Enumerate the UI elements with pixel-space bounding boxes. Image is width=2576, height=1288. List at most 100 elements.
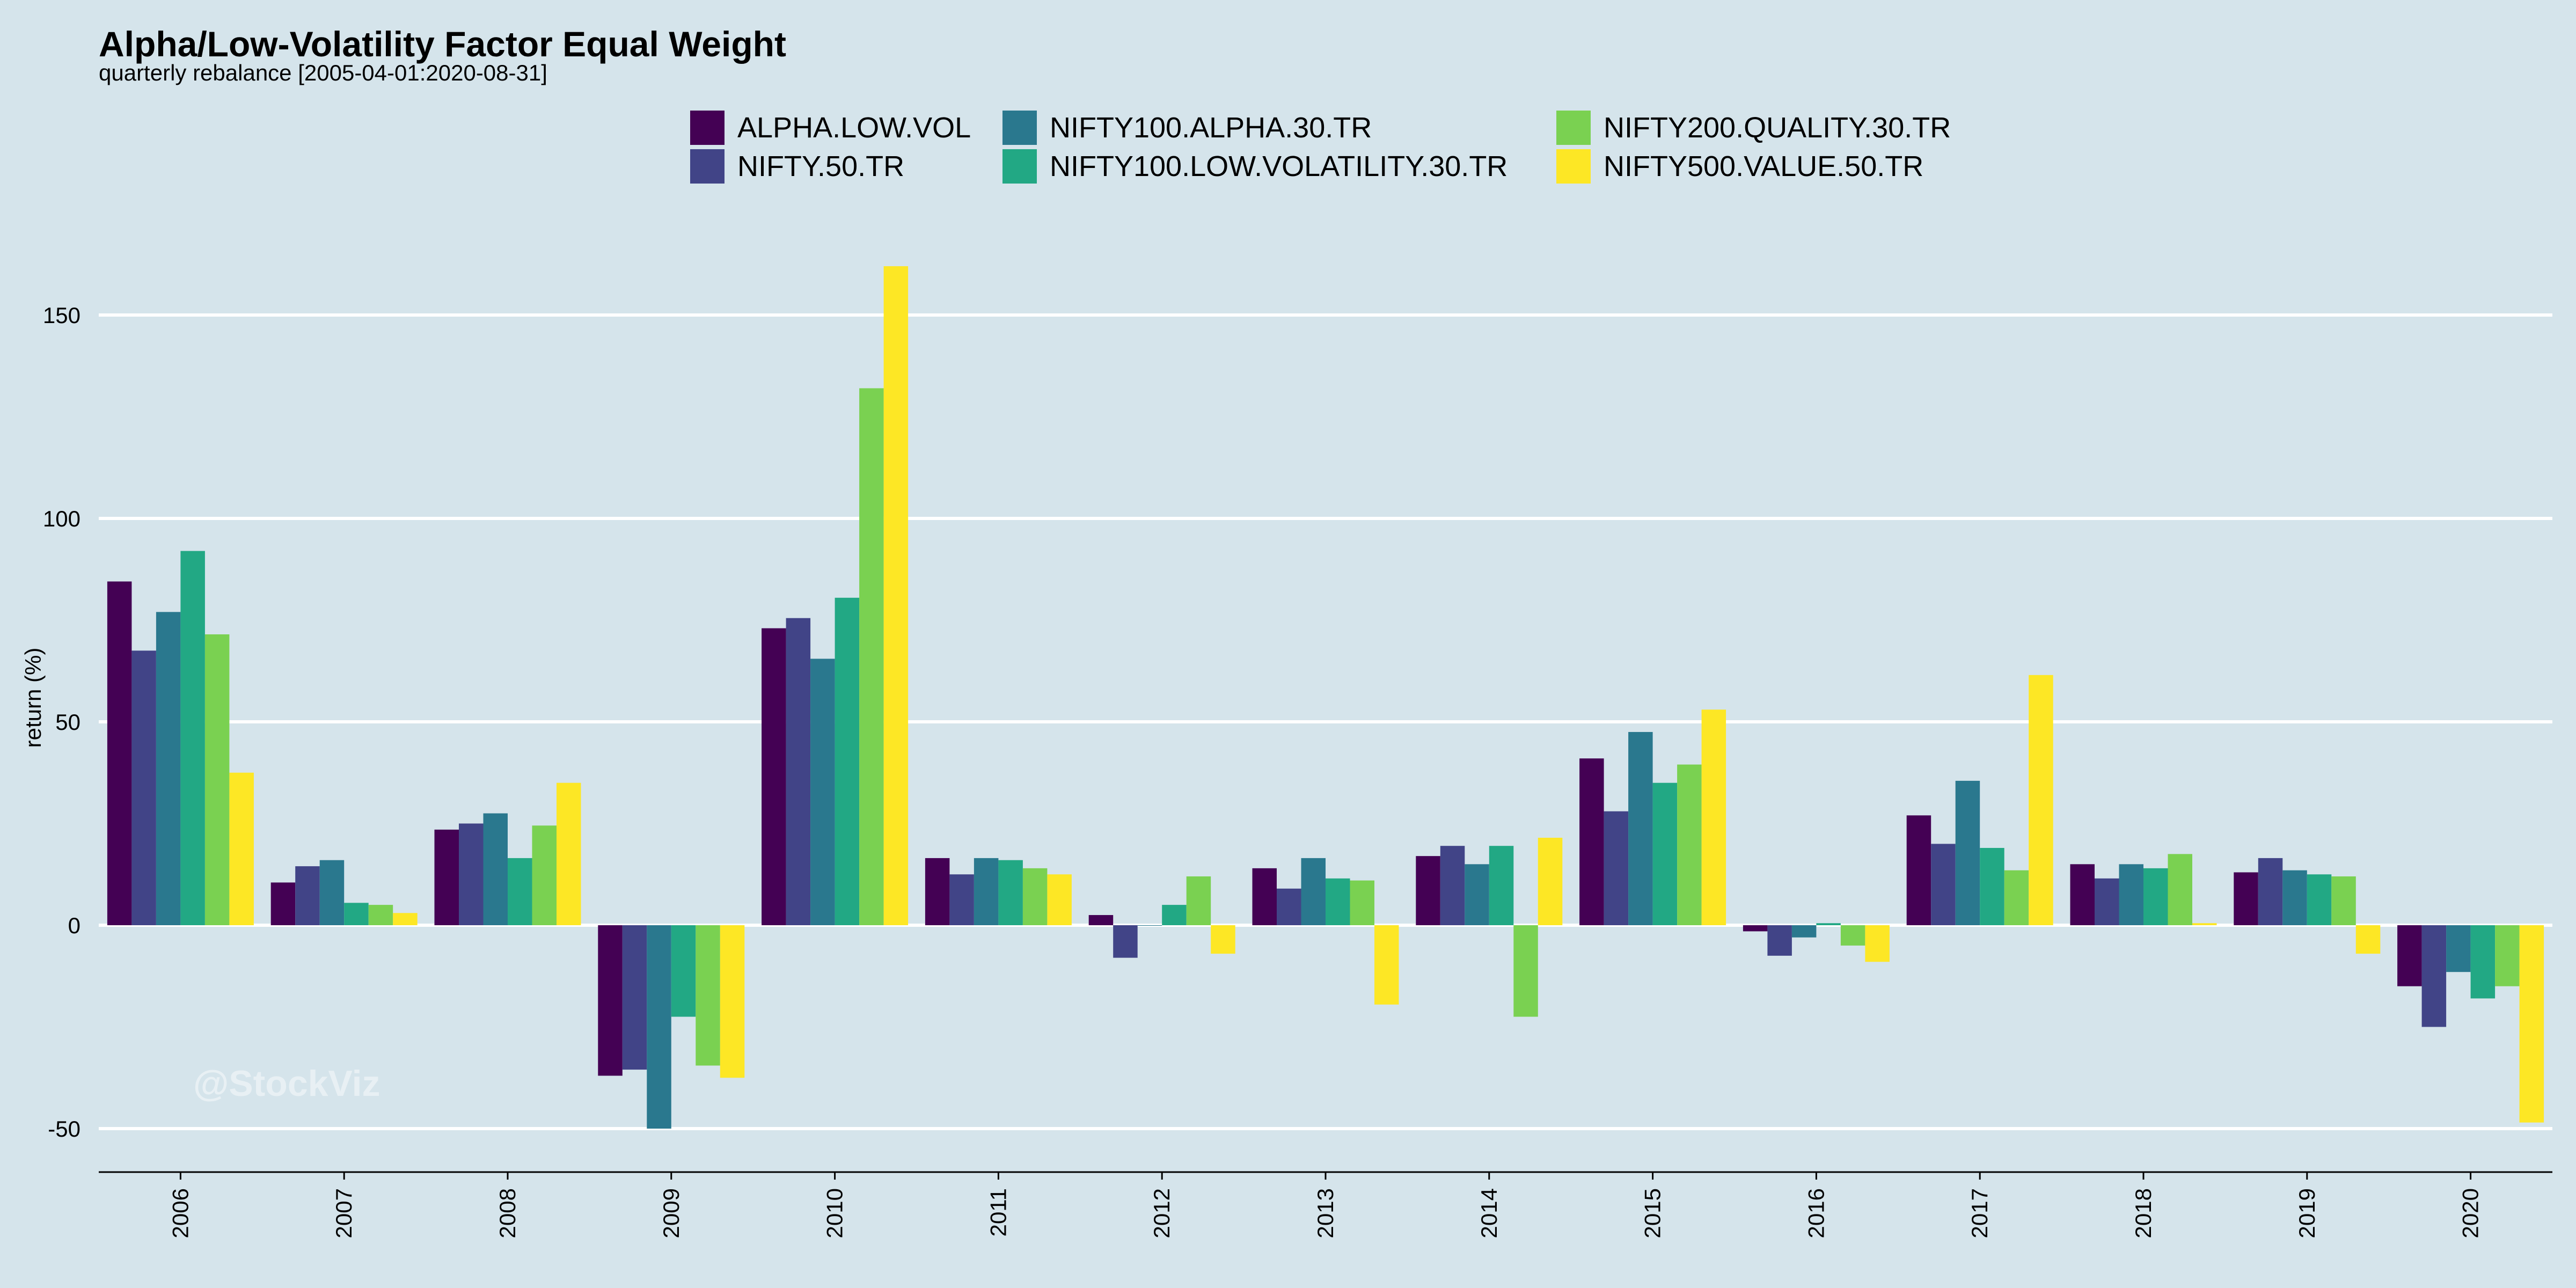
bar-2012-nifty100-alpha-30-tr: [1137, 925, 1162, 926]
bar-2009-nifty-50-tr: [622, 925, 647, 1070]
bar-2009-alpha-low-vol: [598, 925, 623, 1076]
bar-2019-nifty200-quality-30-tr: [2331, 876, 2356, 925]
y-axis-label: return (%): [20, 648, 46, 748]
bar-2013-nifty100-alpha-30-tr: [1301, 858, 1326, 925]
x-tick-label: 2010: [822, 1188, 847, 1238]
y-tick-label: 150: [43, 303, 80, 328]
x-tick-label: 2007: [331, 1188, 356, 1238]
bars: [107, 266, 2544, 1129]
bar-2009-nifty500-value-50-tr: [720, 925, 745, 1078]
bar-2015-nifty-50-tr: [1604, 811, 1629, 925]
chart-title: Alpha/Low-Volatility Factor Equal Weight: [99, 24, 786, 64]
bar-2016-nifty200-quality-30-tr: [1840, 925, 1865, 946]
y-axis: -50 0 50 100 150: [43, 303, 80, 1141]
bar-2020-nifty-50-tr: [2421, 925, 2447, 1027]
bar-2008-alpha-low-vol: [434, 829, 459, 925]
bar-2013-nifty100-low-volatility-30-tr: [1326, 878, 1350, 925]
bar-2016-nifty500-value-50-tr: [1865, 925, 1890, 962]
bar-2020-nifty500-value-50-tr: [2519, 925, 2544, 1123]
bar-2014-nifty-50-tr: [1440, 846, 1465, 925]
bar-2011-nifty500-value-50-tr: [1047, 874, 1072, 925]
bar-2015-nifty100-low-volatility-30-tr: [1652, 782, 1678, 925]
bar-2015-alpha-low-vol: [1579, 758, 1604, 925]
bar-2019-nifty-50-tr: [2258, 858, 2283, 925]
bar-2014-nifty500-value-50-tr: [1538, 838, 1563, 925]
bar-2010-nifty200-quality-30-tr: [859, 388, 884, 925]
bar-2020-alpha-low-vol: [2397, 925, 2422, 986]
bar-2014-alpha-low-vol: [1416, 856, 1440, 925]
x-tick-label: 2019: [2294, 1188, 2319, 1238]
bar-2017-nifty500-value-50-tr: [2029, 675, 2053, 925]
bar-2017-alpha-low-vol: [1906, 815, 1931, 925]
bar-2006-alpha-low-vol: [107, 581, 132, 925]
bar-2020-nifty200-quality-30-tr: [2495, 925, 2520, 986]
bar-2012-nifty200-quality-30-tr: [1186, 876, 1211, 925]
bar-2010-alpha-low-vol: [762, 628, 786, 925]
x-tick-label: 2014: [1476, 1188, 1502, 1238]
bar-2013-alpha-low-vol: [1252, 868, 1277, 925]
bar-2010-nifty-50-tr: [786, 618, 811, 925]
legend-label: NIFTY500.VALUE.50.TR: [1604, 150, 1924, 182]
bar-2012-nifty500-value-50-tr: [1211, 925, 1235, 954]
y-tick-label: 50: [55, 709, 80, 735]
bar-2010-nifty100-low-volatility-30-tr: [835, 597, 860, 925]
gridlines: [99, 313, 2552, 1130]
legend-item: ALPHA.LOW.VOL: [690, 111, 971, 145]
bar-2007-nifty500-value-50-tr: [393, 913, 418, 925]
bar-2019-nifty500-value-50-tr: [2355, 925, 2381, 954]
bar-2018-nifty100-low-volatility-30-tr: [2143, 868, 2168, 925]
x-tick-label: 2013: [1313, 1188, 1338, 1238]
bar-2012-nifty-50-tr: [1113, 925, 1138, 958]
bar-2011-alpha-low-vol: [925, 858, 950, 925]
legend-item: NIFTY200.QUALITY.30.TR: [1556, 111, 1951, 145]
y-tick-label: 100: [43, 506, 80, 531]
legend-item: NIFTY100.ALPHA.30.TR: [1002, 111, 1372, 145]
chart-subtitle: quarterly rebalance [2005-04-01:2020-08-…: [99, 60, 547, 85]
x-tick-label: 2015: [1640, 1188, 1665, 1238]
bar-2016-nifty-50-tr: [1767, 925, 1792, 956]
bar-2015-nifty200-quality-30-tr: [1677, 764, 1702, 925]
watermark: @StockViz: [193, 1063, 380, 1104]
bar-2006-nifty200-quality-30-tr: [204, 634, 230, 925]
bar-2011-nifty100-low-volatility-30-tr: [998, 860, 1023, 925]
legend-label: NIFTY100.LOW.VOLATILITY.30.TR: [1050, 150, 1508, 182]
bar-2018-nifty500-value-50-tr: [2192, 923, 2217, 925]
bar-2006-nifty100-alpha-30-tr: [156, 612, 181, 925]
bar-2017-nifty100-alpha-30-tr: [1955, 780, 1980, 925]
bar-2019-nifty100-low-volatility-30-tr: [2307, 874, 2332, 925]
bar-2006-nifty-50-tr: [131, 650, 156, 925]
bar-2017-nifty100-low-volatility-30-tr: [1980, 847, 2004, 925]
bar-2012-nifty100-low-volatility-30-tr: [1162, 905, 1187, 925]
bar-2007-nifty-50-tr: [295, 866, 320, 925]
bar-2017-nifty-50-tr: [1931, 844, 1956, 925]
x-tick-label: 2006: [167, 1188, 193, 1238]
legend-swatch: [1556, 149, 1591, 184]
bar-2017-nifty200-quality-30-tr: [2004, 870, 2029, 925]
x-tick-label: 2020: [2458, 1188, 2483, 1238]
bar-2019-nifty100-alpha-30-tr: [2282, 870, 2307, 925]
bar-2018-alpha-low-vol: [2070, 864, 2095, 925]
bar-2008-nifty100-low-volatility-30-tr: [508, 858, 532, 925]
x-tick-label: 2016: [1803, 1188, 1828, 1238]
bar-2008-nifty100-alpha-30-tr: [483, 813, 508, 925]
legend-label: NIFTY.50.TR: [737, 150, 905, 182]
bar-2010-nifty100-alpha-30-tr: [810, 658, 835, 925]
bar-2020-nifty100-alpha-30-tr: [2446, 925, 2471, 972]
bar-2014-nifty100-alpha-30-tr: [1465, 864, 1489, 925]
legend-swatch: [1002, 111, 1037, 145]
bar-2020-nifty100-low-volatility-30-tr: [2470, 925, 2496, 999]
bar-2014-nifty100-low-volatility-30-tr: [1489, 846, 1514, 925]
bar-2008-nifty200-quality-30-tr: [532, 825, 557, 925]
bar-2015-nifty500-value-50-tr: [1701, 709, 1726, 925]
bar-2018-nifty-50-tr: [2095, 878, 2119, 925]
legend-item: NIFTY500.VALUE.50.TR: [1556, 149, 1923, 184]
x-axis: 2006 2007 2008 2009 2010 2011 2012 2013 2014 2015…: [99, 1171, 2552, 1238]
bar-2015-nifty100-alpha-30-tr: [1628, 731, 1653, 925]
legend-swatch: [690, 149, 724, 184]
bar-2009-nifty200-quality-30-tr: [696, 925, 720, 1066]
bar-2007-nifty100-low-volatility-30-tr: [344, 903, 369, 925]
bar-2008-nifty500-value-50-tr: [557, 782, 581, 925]
y-tick-label: 0: [68, 913, 80, 938]
bar-2014-nifty200-quality-30-tr: [1513, 925, 1538, 1017]
